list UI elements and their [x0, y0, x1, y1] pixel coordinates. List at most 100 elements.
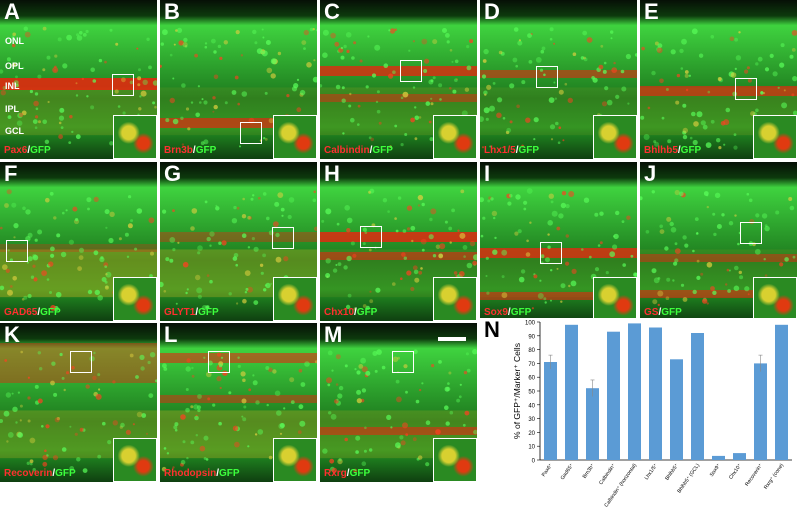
panel-letter: K — [4, 323, 20, 347]
bar-4 — [607, 331, 620, 460]
magnified-inset — [753, 115, 797, 159]
panel-letter: H — [324, 162, 340, 186]
panel-letter: F — [4, 162, 18, 186]
region-of-interest-box — [735, 78, 757, 100]
x-tick-label: Brn3b⁺ — [582, 463, 597, 480]
micrograph-panel-l: L Rhodopsin/GFP — [160, 323, 317, 482]
region-of-interest-box — [540, 242, 562, 264]
bar-8 — [691, 333, 704, 460]
bar-9 — [712, 455, 725, 460]
bar-chart: 0 10 20 30 40 50 60 70 80 90 100 % of GFP⁺/Marker⁺ … — [512, 321, 792, 509]
stain-caption: Rhodopsin/GFP — [164, 468, 240, 479]
magnified-inset — [433, 277, 477, 321]
panel-letter-n: N — [484, 317, 500, 342]
y-tick-label: 60 — [528, 376, 535, 382]
x-tick-label: Gad65⁺ — [560, 463, 576, 482]
panel-letter: G — [164, 162, 182, 186]
stain-caption: Chx10/GFP — [324, 307, 377, 318]
magnified-inset — [433, 438, 477, 482]
x-tick-label: Chx10⁺ — [728, 462, 743, 480]
x-tick-label: Recoverin⁺ — [744, 462, 764, 487]
gfp-label: GFP — [661, 307, 682, 318]
magnified-inset — [113, 438, 157, 482]
bar-3 — [586, 388, 599, 460]
region-of-interest-box — [740, 222, 762, 244]
bar-6 — [649, 327, 662, 460]
micrograph-panel-b: B Brn3b/GFP — [160, 0, 317, 159]
y-tick-label: 20 — [528, 431, 535, 437]
separator: / — [37, 307, 41, 318]
panel-letter: E — [644, 0, 659, 24]
marker-label: Chx10 — [324, 307, 355, 318]
retina-section-image — [640, 0, 797, 159]
gfp-label: GFP — [349, 468, 371, 479]
magnified-inset — [593, 277, 637, 321]
stain-caption: Lhx1/5/GFP — [484, 145, 539, 156]
gfp-label: GFP — [518, 145, 540, 156]
layer-label-opl: OPL — [5, 61, 24, 71]
marker-label: GAD65 — [4, 307, 38, 318]
gfp-label: GFP — [55, 468, 76, 479]
marker-label: GLYT1 — [164, 307, 196, 318]
separator: / — [507, 307, 511, 318]
quantification-chart-panel: N 0 10 20 30 40 50 60 70 80 90 100 % of GFP⁺/Marker… — [480, 318, 800, 520]
gfp-label: GFP — [356, 307, 378, 318]
marker-label: Lhx1/5 — [484, 145, 516, 156]
y-tick-label: 50 — [528, 390, 535, 396]
region-of-interest-box — [112, 74, 134, 96]
micrograph-panel-d: D Lhx1/5/GFP — [480, 0, 637, 159]
marker-label: Rxrg — [324, 468, 347, 479]
gfp-label: GFP — [510, 307, 532, 318]
separator: / — [192, 145, 196, 156]
scale-bar — [438, 337, 466, 341]
panel-letter: I — [484, 162, 491, 186]
x-tick-label: Lhx1/5⁺ — [644, 463, 660, 482]
gfp-label: GFP — [680, 145, 702, 156]
panel-letter: B — [164, 0, 180, 24]
separator: / — [369, 145, 373, 156]
x-tick-label: Calbindin⁺ — [598, 462, 617, 486]
micrograph-panel-a: A Pax6/GFP ONL OPL INL IPL GCL — [0, 0, 157, 159]
separator: / — [677, 145, 681, 156]
marker-label: Brn3b — [164, 145, 193, 156]
bar-1 — [544, 362, 557, 460]
separator: / — [658, 307, 662, 318]
region-of-interest-box — [272, 227, 294, 249]
separator: / — [27, 145, 31, 156]
stain-caption: Calbindin/GFP — [324, 145, 393, 156]
micrograph-panel-h: H Chx10/GFP — [320, 162, 477, 321]
magnified-inset — [113, 277, 157, 321]
region-of-interest-box — [392, 351, 414, 373]
separator: / — [354, 307, 357, 318]
separator: / — [515, 145, 519, 156]
marker-label: Sox9 — [484, 307, 508, 318]
bar-7 — [670, 359, 683, 460]
micrograph-panel-e: E Bhlhb5/GFP — [640, 0, 797, 159]
micrograph-panel-c: C Calbindin/GFP — [320, 0, 477, 159]
layer-label-onl: ONL — [5, 36, 24, 46]
gfp-label: GFP — [372, 145, 393, 156]
micrograph-panel-f: F GAD65/GFP — [0, 162, 157, 321]
micrograph-panel-m: M Rxrg/GFP — [320, 323, 477, 482]
gfp-label: GFP — [30, 145, 51, 156]
separator: / — [195, 307, 199, 318]
magnified-inset — [273, 277, 317, 321]
y-tick-label: 30 — [528, 417, 535, 423]
stain-caption: Brn3b/GFP — [164, 145, 216, 156]
separator: / — [52, 468, 56, 479]
x-tick-label: Bhlhb5⁺ — [664, 463, 680, 482]
region-of-interest-box — [400, 60, 422, 82]
micrograph-panel-g: G GLYT1/GFP — [160, 162, 317, 321]
stain-caption: GAD65/GFP — [4, 307, 61, 318]
panel-letter: M — [324, 323, 343, 347]
panel-letter: J — [644, 162, 657, 186]
stain-caption: Rxrg/GFP — [324, 468, 370, 479]
magnified-inset — [113, 115, 157, 159]
y-tick-label: 100 — [525, 321, 536, 327]
micrograph-panel-j: J GS/GFP — [640, 162, 797, 321]
stain-caption: Recoverin/GFP — [4, 468, 76, 479]
stain-caption: GLYT1/GFP — [164, 307, 219, 318]
gfp-label: GFP — [198, 307, 219, 318]
gfp-label: GFP — [40, 307, 61, 318]
retina-section-image — [480, 162, 637, 321]
